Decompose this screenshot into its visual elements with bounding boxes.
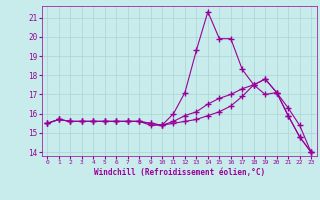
X-axis label: Windchill (Refroidissement éolien,°C): Windchill (Refroidissement éolien,°C) <box>94 168 265 177</box>
